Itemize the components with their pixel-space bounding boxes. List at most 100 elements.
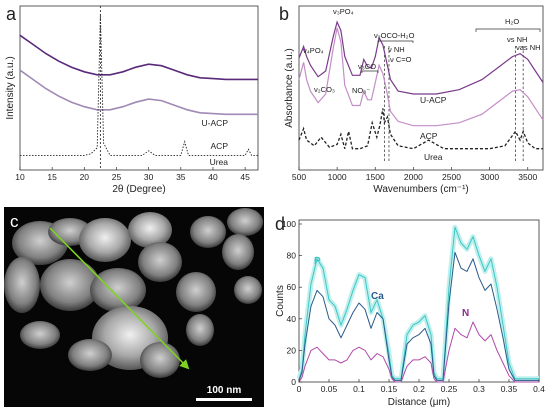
particle [90,268,146,312]
particle [128,212,172,248]
x-tick-label-a: 40 [208,172,218,182]
panel-letter-c: c [10,212,19,231]
series-line-urea-a [20,13,258,156]
series-line-acp-a [19,69,258,116]
y-tick-label-d: 80 [287,251,297,261]
series-label-n: N [462,308,469,319]
series-label-urea-a: Urea [210,157,229,167]
x-tick-label-b: 2000 [404,172,423,182]
particle-cluster [4,208,263,378]
x-tick-label-b: 500 [292,172,306,182]
particle [186,314,214,346]
particle [190,216,226,248]
y-axis-label-d: Counts [275,285,286,317]
annotation-v4po4: ν₄PO₄ [303,46,324,55]
line-scan-arrow [49,227,190,370]
annotation-v-co: ν C=O [390,55,412,64]
x-tick-label-d: 0.2 [413,384,425,394]
series-group-b [298,20,544,150]
y-axis-label-a: Intensity (a.u.) [5,56,16,119]
y-tick-label-d: 40 [287,314,297,324]
series-label-ca: Ca [371,291,384,302]
x-ticks-a: 10 15 20 25 30 35 40 45 [15,167,250,182]
y-tick-label-d: 20 [287,345,297,355]
series-group-a [19,13,258,156]
particle [4,257,40,313]
y-tick-label-d: 100 [282,219,296,229]
panel-letter-a: a [6,4,17,24]
annotation-v2oco-h2o: ν₂OCO-H₂O [374,31,415,40]
panel-b: b 500 1000 1500 2000 2500 3000 3500 ν₄PO₄ ν₂CO… [279,4,544,195]
series-line-u-acp-a [19,34,258,81]
series-line-urea-b [298,108,543,150]
x-axis-label-d: Distance (μm) [388,397,450,408]
x-tick-label-b: 2500 [442,172,461,182]
series-label-u-acp-b: U-ACP [420,95,447,105]
y-tick-label-d: 60 [287,282,297,292]
annotation-vas-nh: νas NH [516,43,541,52]
plot-frame-a [19,5,259,171]
series-line-p-d [298,226,539,380]
annotation-v3co: ν₃CO [358,62,376,71]
series-line-acp-b [298,27,544,127]
x-tick-label-a: 30 [144,172,154,182]
panel-d: d 0 0.05 0.1 0.15 0.2 0.25 0.3 0.35 0.4 0 20 40 60 8… [275,214,545,408]
x-tick-label-b: 1500 [366,172,385,182]
series-label-urea-b: Urea [424,152,443,162]
x-ticks-b: 500 1000 1500 2000 2500 3000 3500 [292,167,537,182]
particle [234,276,262,304]
series-label-u-acp-a: U-ACP [202,118,229,128]
x-tick-label-d: 0.35 [501,384,518,394]
x-tick-label-a: 20 [80,172,90,182]
panel-a: a 10 15 20 25 30 35 40 45 U-ACP ACP Urea 2θ (De… [5,4,259,195]
annotation-no3: NO₃⁻ [352,86,370,95]
reference-lines-b [383,46,524,162]
x-tick-label-d: 0 [297,384,302,394]
x-tick-label-b: 3500 [518,172,537,182]
series-label-p: P [314,256,321,267]
series-label-acp-a: ACP [211,141,229,151]
plot-frame-b [298,5,544,171]
x-tick-label-a: 45 [240,172,250,182]
panel-c-micrograph: c 100 nm [4,207,264,407]
x-ticks-d: 0 0.05 0.1 0.15 0.2 0.25 0.3 0.35 0.4 [297,379,545,394]
scale-bar [196,398,252,401]
x-tick-label-d: 0.3 [473,384,485,394]
scale-bar-label: 100 nm [207,385,242,396]
series-line-n-d [298,321,539,383]
x-tick-label-a: 35 [176,172,186,182]
x-tick-label-d: 0.15 [381,384,398,394]
x-tick-label-a: 10 [15,172,25,182]
particle [79,218,131,262]
particle [20,321,60,349]
series-line-ca-d [298,251,539,381]
x-tick-label-d: 0.4 [533,384,545,394]
x-tick-label-b: 1000 [328,172,347,182]
particle [138,242,182,282]
annotation-h2o: H₂O [505,17,519,26]
bracket-v3co [361,70,379,73]
particle [227,208,263,236]
bracket-h2o [475,28,541,32]
x-tick-label-a: 25 [112,172,122,182]
annotation-v2co3: ν₂CO₃ [314,85,335,94]
particle [68,339,112,371]
x-tick-label-d: 0.1 [353,384,365,394]
x-tick-label-b: 3000 [480,172,499,182]
series-label-acp-b: ACP [420,131,438,141]
annotation-vs-nh: νs NH [507,35,527,44]
x-axis-label-b: Wavenumbers (cm⁻¹) [373,184,468,195]
annotation-v-nh: ν NH [388,45,405,54]
series-glow-p [296,224,539,382]
y-ticks-d: 0 20 40 60 80 100 [282,219,302,387]
y-axis-label-b: Absorbance (a.u.) [284,48,295,128]
x-axis-label-a: 2θ (Degree) [112,184,165,195]
annotation-v3po4: ν₃PO₄ [333,7,354,16]
y-tick-label-d: 0 [291,377,296,387]
bracket-v2oco [377,40,414,43]
x-tick-label-d: 0.05 [321,384,338,394]
series-group-d [296,224,539,383]
series-line-u-acp-b [298,20,544,95]
panel-letter-d: d [275,214,285,234]
x-tick-label-a: 15 [47,172,57,182]
